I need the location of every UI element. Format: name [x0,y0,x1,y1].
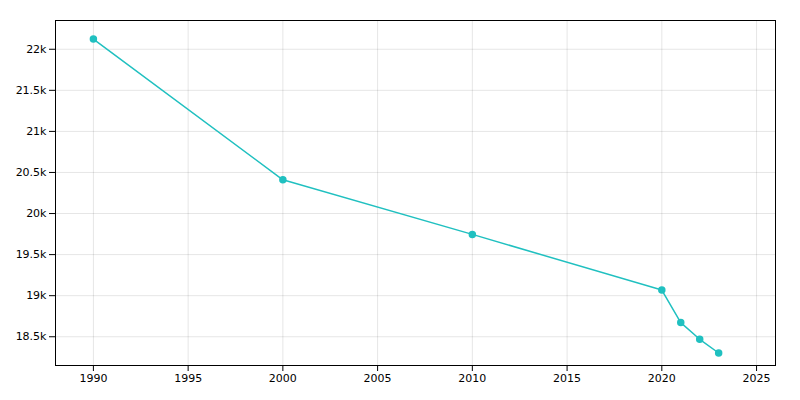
svg-text:2020: 2020 [648,372,676,385]
svg-text:22k: 22k [26,43,47,56]
svg-text:1995: 1995 [174,372,202,385]
svg-text:1990: 1990 [79,372,107,385]
svg-text:18.5k: 18.5k [16,330,47,343]
svg-text:2010: 2010 [458,372,486,385]
svg-text:21k: 21k [26,125,47,138]
svg-text:2025: 2025 [743,372,771,385]
svg-text:20.5k: 20.5k [16,166,47,179]
svg-text:19k: 19k [26,289,47,302]
svg-text:2015: 2015 [553,372,581,385]
svg-text:2000: 2000 [269,372,297,385]
svg-text:19.5k: 19.5k [16,248,47,261]
svg-text:2005: 2005 [364,372,392,385]
svg-text:20k: 20k [26,207,47,220]
svg-text:21.5k: 21.5k [16,84,47,97]
